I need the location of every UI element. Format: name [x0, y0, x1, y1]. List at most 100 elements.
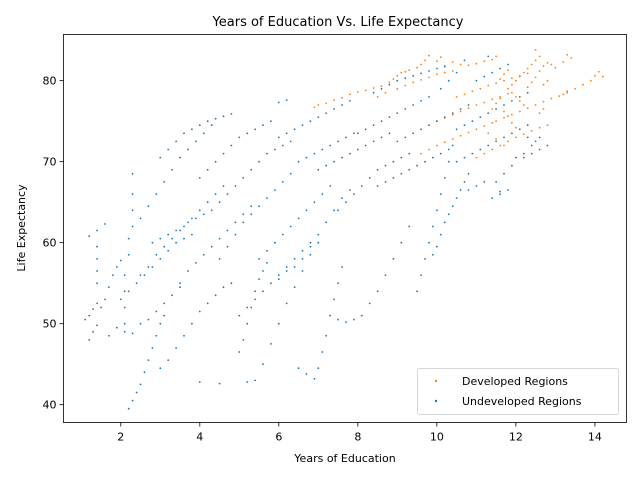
undeveloped-point [254, 379, 256, 382]
undeveloped-point [313, 201, 316, 204]
undeveloped-point [191, 233, 193, 236]
undeveloped-point [127, 237, 130, 240]
undeveloped-point [507, 63, 509, 66]
developed-point [479, 87, 482, 90]
undeveloped-point [321, 351, 324, 353]
undeveloped-point [123, 274, 126, 276]
developed-point [590, 79, 592, 82]
developed-point [404, 70, 407, 73]
undeveloped-point [183, 237, 185, 240]
developed-point [491, 98, 494, 101]
undeveloped-point [301, 258, 304, 260]
undeveloped-point [222, 115, 225, 118]
developed-point [534, 49, 537, 51]
developed-point [562, 93, 565, 96]
developed-point [499, 96, 501, 98]
undeveloped-point [151, 266, 154, 268]
undeveloped-point [467, 104, 470, 106]
undeveloped-point [341, 197, 343, 200]
undeveloped-point [447, 160, 450, 163]
undeveloped-point [333, 298, 335, 301]
undeveloped-point [364, 128, 367, 131]
undeveloped-point [135, 282, 138, 285]
undeveloped-point [262, 270, 264, 272]
undeveloped-point [345, 136, 347, 139]
undeveloped-point [511, 164, 513, 167]
developed-point [507, 87, 509, 90]
undeveloped-point [325, 334, 328, 337]
undeveloped-point [432, 156, 434, 159]
undeveloped-point [131, 225, 134, 228]
developed-point [546, 62, 549, 64]
undeveloped-point [104, 223, 106, 225]
developed-point [542, 83, 545, 86]
undeveloped-point [325, 221, 328, 224]
undeveloped-point [96, 270, 98, 272]
undeveloped-point [420, 72, 422, 75]
developed-point [475, 156, 478, 159]
undeveloped-point [424, 258, 426, 260]
undeveloped-point [526, 91, 529, 94]
developed-point [313, 106, 316, 109]
undeveloped-point [436, 209, 438, 212]
undeveloped-point [455, 197, 458, 200]
developed-point [518, 75, 521, 78]
undeveloped-point [143, 274, 146, 276]
undeveloped-point [175, 140, 178, 143]
undeveloped-point [380, 136, 383, 139]
undeveloped-point [281, 181, 284, 183]
developed-point [491, 108, 494, 110]
undeveloped-point [84, 318, 87, 321]
undeveloped-point [270, 120, 272, 123]
developed-point [451, 113, 454, 116]
undeveloped-point [392, 258, 395, 260]
undeveloped-point [443, 116, 446, 118]
developed-point [420, 63, 422, 66]
undeveloped-point [198, 124, 201, 127]
undeveloped-point [202, 253, 205, 256]
undeveloped-point [353, 193, 355, 196]
developed-point [384, 91, 387, 94]
developed-point [526, 107, 529, 110]
developed-point [538, 70, 541, 72]
undeveloped-point [345, 201, 347, 204]
undeveloped-point [436, 245, 438, 248]
undeveloped-point [262, 290, 264, 293]
undeveloped-point [147, 318, 150, 321]
developed-point [317, 104, 320, 106]
undeveloped-point [467, 172, 470, 175]
chart-title: Years of Education Vs. Life Expectancy [212, 15, 464, 30]
undeveloped-point [530, 152, 533, 155]
undeveloped-point [155, 253, 158, 256]
developed-point [542, 100, 545, 103]
undeveloped-point [258, 160, 260, 163]
undeveloped-point [412, 104, 415, 106]
undeveloped-point [317, 241, 320, 244]
developed-point [550, 97, 553, 100]
undeveloped-point [285, 302, 288, 305]
undeveloped-point [341, 156, 343, 159]
undeveloped-point [246, 381, 249, 383]
undeveloped-point [408, 152, 411, 155]
undeveloped-point [92, 308, 94, 310]
developed-point [459, 110, 462, 113]
undeveloped-point [329, 185, 332, 187]
undeveloped-point [392, 177, 395, 179]
undeveloped-point [471, 120, 474, 123]
undeveloped-point [384, 164, 387, 167]
undeveloped-point [155, 334, 158, 337]
undeveloped-point [289, 172, 292, 175]
undeveloped-point [518, 128, 521, 131]
undeveloped-point [246, 132, 249, 135]
undeveloped-point [503, 136, 505, 139]
undeveloped-point [297, 160, 300, 163]
undeveloped-point [218, 258, 221, 260]
undeveloped-point [202, 213, 205, 216]
undeveloped-point [325, 112, 328, 114]
developed-point [404, 84, 407, 87]
undeveloped-point [337, 282, 339, 285]
undeveloped-point [234, 233, 237, 236]
undeveloped-point [412, 74, 415, 77]
undeveloped-point [202, 132, 205, 135]
undeveloped-point [337, 140, 339, 143]
